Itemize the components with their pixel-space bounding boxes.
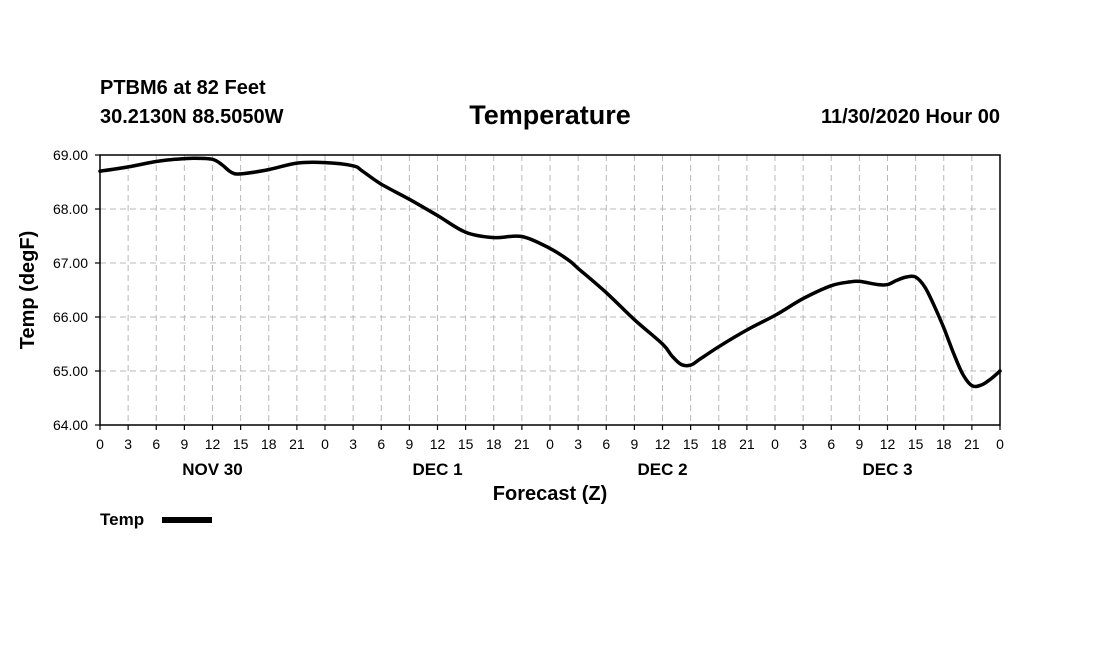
x-tick-label: 18 <box>486 436 502 452</box>
x-tick-label: 0 <box>771 436 779 452</box>
y-axis-label: Temp (degF) <box>17 231 39 350</box>
x-tick-label: 18 <box>936 436 952 452</box>
x-tick-label: 0 <box>96 436 104 452</box>
x-tick-label: 0 <box>996 436 1004 452</box>
x-tick-label: 15 <box>458 436 474 452</box>
day-label: DEC 2 <box>637 460 687 479</box>
x-tick-label: 12 <box>880 436 896 452</box>
series-line-temp <box>98 156 1002 389</box>
chart-title: Temperature <box>469 100 631 130</box>
x-tick-label: 21 <box>739 436 755 452</box>
y-tick-label: 66.00 <box>53 309 88 325</box>
day-label: DEC 3 <box>862 460 912 479</box>
x-tick-label: 9 <box>630 436 638 452</box>
x-tick-label: 9 <box>855 436 863 452</box>
x-axis-label: Forecast (Z) <box>493 483 607 505</box>
x-tick-label: 0 <box>321 436 329 452</box>
x-tick-label: 0 <box>546 436 554 452</box>
x-tick-label: 3 <box>124 436 132 452</box>
x-tick-label: 12 <box>205 436 221 452</box>
x-tick-label: 15 <box>683 436 699 452</box>
x-tick-label: 6 <box>152 436 160 452</box>
x-tick-label: 9 <box>405 436 413 452</box>
y-tick-label: 64.00 <box>53 417 88 433</box>
y-tick-label: 69.00 <box>53 147 88 163</box>
x-tick-label: 6 <box>602 436 610 452</box>
y-tick-label: 67.00 <box>53 255 88 271</box>
x-axis: 0 3 6 9 12 15 18 21 0 3 6 9 12 15 18 21 0 3 6 9 12 15 18 21 0 3 6 9… <box>96 425 1004 479</box>
x-tick-label: 3 <box>349 436 357 452</box>
day-label: NOV 30 <box>182 460 242 479</box>
x-tick-label: 15 <box>908 436 924 452</box>
legend: Temp <box>100 510 212 529</box>
grid-lines <box>99 154 1001 426</box>
coordinates-label: 30.2130N 88.5050W <box>100 106 284 128</box>
x-tick-label: 12 <box>655 436 671 452</box>
forecast-date-label: 11/30/2020 Hour 00 <box>820 106 1000 128</box>
x-tick-label: 21 <box>289 436 305 452</box>
x-tick-label: 12 <box>430 436 446 452</box>
legend-label-temp: Temp <box>100 510 144 529</box>
day-label: DEC 1 <box>412 460 462 479</box>
x-tick-label: 9 <box>180 436 188 452</box>
x-tick-label: 6 <box>377 436 385 452</box>
x-tick-label: 3 <box>574 436 582 452</box>
series-layer <box>98 156 1002 389</box>
x-tick-label: 21 <box>514 436 530 452</box>
x-tick-label: 3 <box>799 436 807 452</box>
x-tick-label: 18 <box>261 436 277 452</box>
y-tick-label: 68.00 <box>53 201 88 217</box>
x-tick-label: 21 <box>964 436 980 452</box>
station-label: PTBM6 at 82 Feet <box>100 77 266 99</box>
y-axis: 64.00 65.00 66.00 67.00 68.00 69.00 <box>53 147 100 433</box>
x-tick-label: 18 <box>711 436 727 452</box>
y-tick-label: 65.00 <box>53 363 88 379</box>
x-tick-label: 15 <box>233 436 249 452</box>
x-tick-label: 6 <box>827 436 835 452</box>
